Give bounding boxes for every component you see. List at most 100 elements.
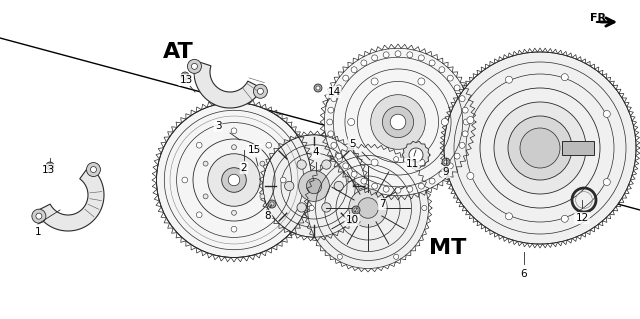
Circle shape <box>257 88 264 94</box>
Text: 14: 14 <box>328 87 340 97</box>
Text: 5: 5 <box>349 139 355 149</box>
Circle shape <box>459 142 465 148</box>
Circle shape <box>371 95 426 149</box>
Circle shape <box>182 177 188 183</box>
Circle shape <box>343 75 349 81</box>
Text: 13: 13 <box>42 165 54 175</box>
Circle shape <box>383 186 389 192</box>
Text: 1: 1 <box>35 227 42 237</box>
Circle shape <box>463 119 469 125</box>
Circle shape <box>409 148 423 162</box>
Circle shape <box>371 159 378 166</box>
Circle shape <box>407 186 413 192</box>
Circle shape <box>299 171 330 201</box>
Circle shape <box>336 153 342 159</box>
Circle shape <box>349 189 387 227</box>
Circle shape <box>467 116 474 123</box>
Circle shape <box>447 75 453 81</box>
Circle shape <box>462 131 468 137</box>
Circle shape <box>395 51 401 57</box>
Circle shape <box>444 52 636 244</box>
Circle shape <box>231 226 237 232</box>
Text: 12: 12 <box>575 213 589 223</box>
Circle shape <box>337 254 342 259</box>
Circle shape <box>46 162 54 170</box>
Circle shape <box>221 168 246 192</box>
Text: FR.: FR. <box>590 13 611 23</box>
Circle shape <box>352 206 360 214</box>
Circle shape <box>90 167 97 173</box>
Text: 13: 13 <box>179 75 193 85</box>
Circle shape <box>467 173 474 179</box>
Circle shape <box>266 142 271 148</box>
Circle shape <box>561 74 568 81</box>
Text: 15: 15 <box>248 145 260 155</box>
Circle shape <box>394 254 399 259</box>
Circle shape <box>444 160 448 164</box>
Circle shape <box>322 160 331 169</box>
Circle shape <box>429 60 435 66</box>
Text: 2: 2 <box>241 163 247 173</box>
Circle shape <box>232 210 236 215</box>
Text: MT: MT <box>429 238 467 258</box>
Circle shape <box>196 212 202 218</box>
Circle shape <box>260 161 265 166</box>
Text: 4: 4 <box>313 147 319 157</box>
Circle shape <box>181 72 189 80</box>
Circle shape <box>351 171 357 177</box>
Circle shape <box>383 107 413 137</box>
Circle shape <box>429 178 435 184</box>
Circle shape <box>454 153 460 159</box>
Circle shape <box>86 163 100 176</box>
Circle shape <box>48 164 52 168</box>
Circle shape <box>331 142 337 148</box>
Circle shape <box>361 60 367 66</box>
Circle shape <box>191 63 198 69</box>
Circle shape <box>407 52 413 58</box>
Circle shape <box>419 55 424 61</box>
Circle shape <box>390 114 406 130</box>
Circle shape <box>196 142 202 148</box>
Circle shape <box>316 86 320 90</box>
Circle shape <box>307 178 322 194</box>
Circle shape <box>351 67 357 73</box>
Circle shape <box>336 85 342 91</box>
Circle shape <box>372 183 378 189</box>
Circle shape <box>280 177 286 183</box>
Circle shape <box>447 163 453 169</box>
Circle shape <box>371 78 378 85</box>
Text: 6: 6 <box>521 269 527 279</box>
Circle shape <box>442 118 448 125</box>
Circle shape <box>231 128 237 134</box>
Circle shape <box>418 78 425 85</box>
Circle shape <box>439 171 445 177</box>
Circle shape <box>358 198 378 218</box>
Text: 3: 3 <box>214 121 221 131</box>
Circle shape <box>260 194 265 199</box>
Circle shape <box>462 107 468 113</box>
Circle shape <box>337 157 342 162</box>
Circle shape <box>561 215 568 222</box>
Circle shape <box>604 110 611 117</box>
Circle shape <box>383 52 389 58</box>
Circle shape <box>331 96 337 102</box>
Circle shape <box>183 74 187 78</box>
Circle shape <box>459 96 465 102</box>
Circle shape <box>253 84 268 98</box>
Circle shape <box>327 119 333 125</box>
Circle shape <box>324 48 472 196</box>
Circle shape <box>508 116 572 180</box>
Text: 10: 10 <box>346 215 358 225</box>
Circle shape <box>322 203 331 212</box>
Circle shape <box>328 107 333 113</box>
Circle shape <box>297 160 307 169</box>
Circle shape <box>285 181 294 191</box>
Circle shape <box>32 209 46 223</box>
Circle shape <box>361 178 367 184</box>
Circle shape <box>343 163 349 169</box>
Circle shape <box>422 205 427 211</box>
Circle shape <box>36 213 42 219</box>
Text: 11: 11 <box>405 159 419 169</box>
Circle shape <box>334 181 344 191</box>
Circle shape <box>208 154 260 206</box>
